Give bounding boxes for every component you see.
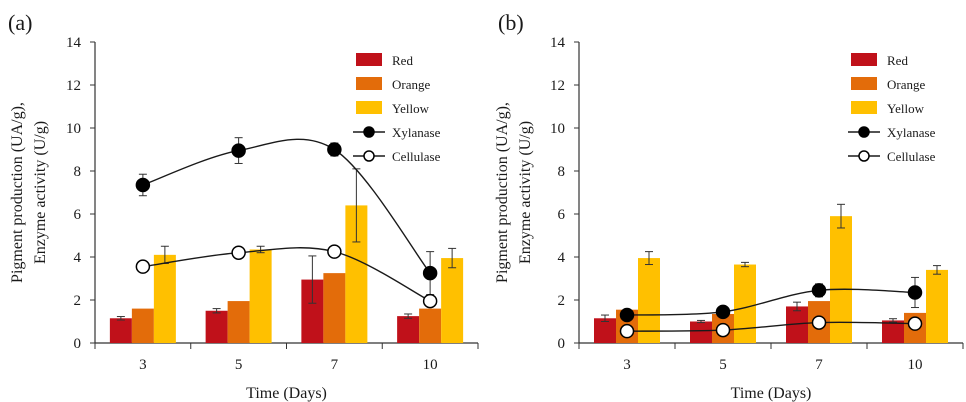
panel-a-line-cellulase <box>142 247 431 302</box>
panel-b-y-tick-label: 14 <box>550 35 566 51</box>
panel-a-y-tick-label: 10 <box>66 121 81 137</box>
panel-b-x-tick-label: 5 <box>719 357 727 373</box>
panel-a-legend-label: Yellow <box>392 101 430 116</box>
panel-b-point-xylanase <box>811 283 827 298</box>
panel-a-point-cellulase <box>327 244 342 259</box>
panel-a-y-axis-title-line2: Enzyme activity (U/g) <box>32 121 49 264</box>
panel-a-bar-yellow <box>345 205 368 343</box>
panel-b-bar-yellow <box>830 216 852 343</box>
panel-a-legend-swatch-yellow <box>356 101 382 114</box>
panel-b-point-cellulase <box>715 322 731 338</box>
panel-a-point-xylanase <box>135 177 151 193</box>
panel-b-point-xylanase <box>715 304 731 320</box>
panel-b-line-cellulase <box>626 321 916 332</box>
panel-a-legend-swatch-red <box>356 53 382 66</box>
panel-a-x-tick-label: 3 <box>139 357 147 373</box>
panel-a-y-axis-title-line1: Pigment production (UA/g), <box>9 102 26 283</box>
panel-b-bar-yellow <box>926 269 948 343</box>
panel-b-y-tick-label: 10 <box>550 121 565 137</box>
panel-b-legend-label: Yellow <box>887 101 925 116</box>
panel-b-y-tick-label: 0 <box>558 336 566 352</box>
panel-a-bar-red <box>205 310 228 343</box>
panel-a-y-tick-label: 4 <box>74 250 82 266</box>
panel-b-y-tick-label: 4 <box>558 250 566 266</box>
panel-b-line-xylanase <box>626 288 916 316</box>
panel-a-point-cellulase <box>135 259 151 274</box>
panel-a-panel-label: (a) <box>8 10 32 35</box>
panel-b-bar-red <box>786 306 808 343</box>
panel-a-bar-orange <box>131 308 154 343</box>
panel-b-point-cellulase <box>811 315 827 330</box>
panel-a-bar-yellow <box>153 254 176 343</box>
panel-a-bar-yellow <box>249 249 272 343</box>
panel-b-y-axis-title-line1: Pigment production (UA/g), <box>494 102 511 283</box>
panel-a-bar-red <box>109 318 132 343</box>
panel-a-y-tick-label: 0 <box>74 336 82 352</box>
panel-b-y-tick-label: 6 <box>558 207 566 223</box>
panel-b-legend-swatch-orange <box>851 77 877 90</box>
panel-b-bar-red <box>690 321 712 343</box>
panel-b-point-cellulase <box>619 323 635 339</box>
panel-b-x-axis-title: Time (Days) <box>731 385 812 402</box>
panel-a-legend-label: Orange <box>392 77 430 92</box>
panel-b-legend-label: Red <box>887 53 908 68</box>
panel-b-panel-label: (b) <box>498 10 524 35</box>
panel-a-legend-label: Red <box>392 53 413 68</box>
panel-a-bar-yellow <box>441 258 464 343</box>
panel-a-bar-orange <box>227 301 250 343</box>
panel-b: (b) 0 2 4 6 8 10 12 14 3 5 7 10 Time (Days) Pigment pr… <box>494 10 964 402</box>
panel-b-legend-label: Orange <box>887 77 925 92</box>
panel-b-legend-label: Xylanase <box>887 125 936 140</box>
panel-b-x-tick-label: 10 <box>908 357 923 373</box>
panel-a-legend-swatch-orange <box>356 77 382 90</box>
panel-b-bar-yellow <box>638 258 660 343</box>
panel-a-y-tick-label: 8 <box>74 164 82 180</box>
panel-a-bar-orange <box>323 273 346 343</box>
panel-a-bar-red <box>397 316 420 343</box>
panel-a-bar-red <box>301 279 324 343</box>
panel-a-point-xylanase <box>327 142 342 157</box>
panel-b-y-axis-title-line2: Enzyme activity (U/g) <box>517 121 534 264</box>
panel-a-legend-marker-cellulase <box>363 150 375 162</box>
panel-b-legend-swatch-yellow <box>851 101 877 114</box>
panel-a-line-xylanase <box>142 138 431 274</box>
panel-b-bar-yellow <box>734 264 756 343</box>
panel-b-y-tick-label: 2 <box>558 293 566 309</box>
panel-b-y-tick-label: 12 <box>550 78 565 94</box>
panel-a-legend-marker-xylanase <box>363 126 375 138</box>
panel-b-point-xylanase <box>619 307 635 323</box>
panel-a-y-tick-label: 2 <box>74 293 82 309</box>
panel-a-y-tick-label: 12 <box>66 78 81 94</box>
panel-a-y-tick-label: 14 <box>66 35 82 51</box>
panel-a-legend-label: Cellulase <box>392 149 441 164</box>
panel-a-legend-label: Xylanase <box>392 125 441 140</box>
panel-a-point-cellulase <box>422 293 438 309</box>
panel-a: (a) 0 2 4 6 8 10 12 14 3 5 7 10 Time (Days) Pigment pr… <box>8 10 479 402</box>
panel-b-bar-red <box>882 320 904 343</box>
panel-a-bar-orange <box>419 308 442 343</box>
panel-b-point-xylanase <box>907 285 923 300</box>
panel-a-x-axis-title: Time (Days) <box>246 385 327 402</box>
panel-a-point-xylanase <box>231 143 246 158</box>
panel-b-bar-red <box>594 318 616 343</box>
panel-a-x-tick-label: 5 <box>235 357 243 373</box>
panel-b-legend-label: Cellulase <box>887 149 936 164</box>
panel-b-legend-marker-cellulase <box>858 150 870 162</box>
panel-a-y-tick-label: 6 <box>74 207 82 223</box>
panel-b-legend-swatch-red <box>851 53 877 66</box>
panel-b-x-tick-label: 3 <box>623 357 631 373</box>
panel-a-x-tick-label: 10 <box>423 357 438 373</box>
panel-b-y-tick-label: 8 <box>558 164 566 180</box>
panel-a-point-cellulase <box>231 245 246 260</box>
panel-a-x-tick-label: 7 <box>331 357 339 373</box>
panel-a-point-xylanase <box>422 265 438 281</box>
panel-b-x-tick-label: 7 <box>815 357 823 373</box>
panel-b-point-cellulase <box>907 316 923 331</box>
panel-b-legend-marker-xylanase <box>858 126 870 138</box>
